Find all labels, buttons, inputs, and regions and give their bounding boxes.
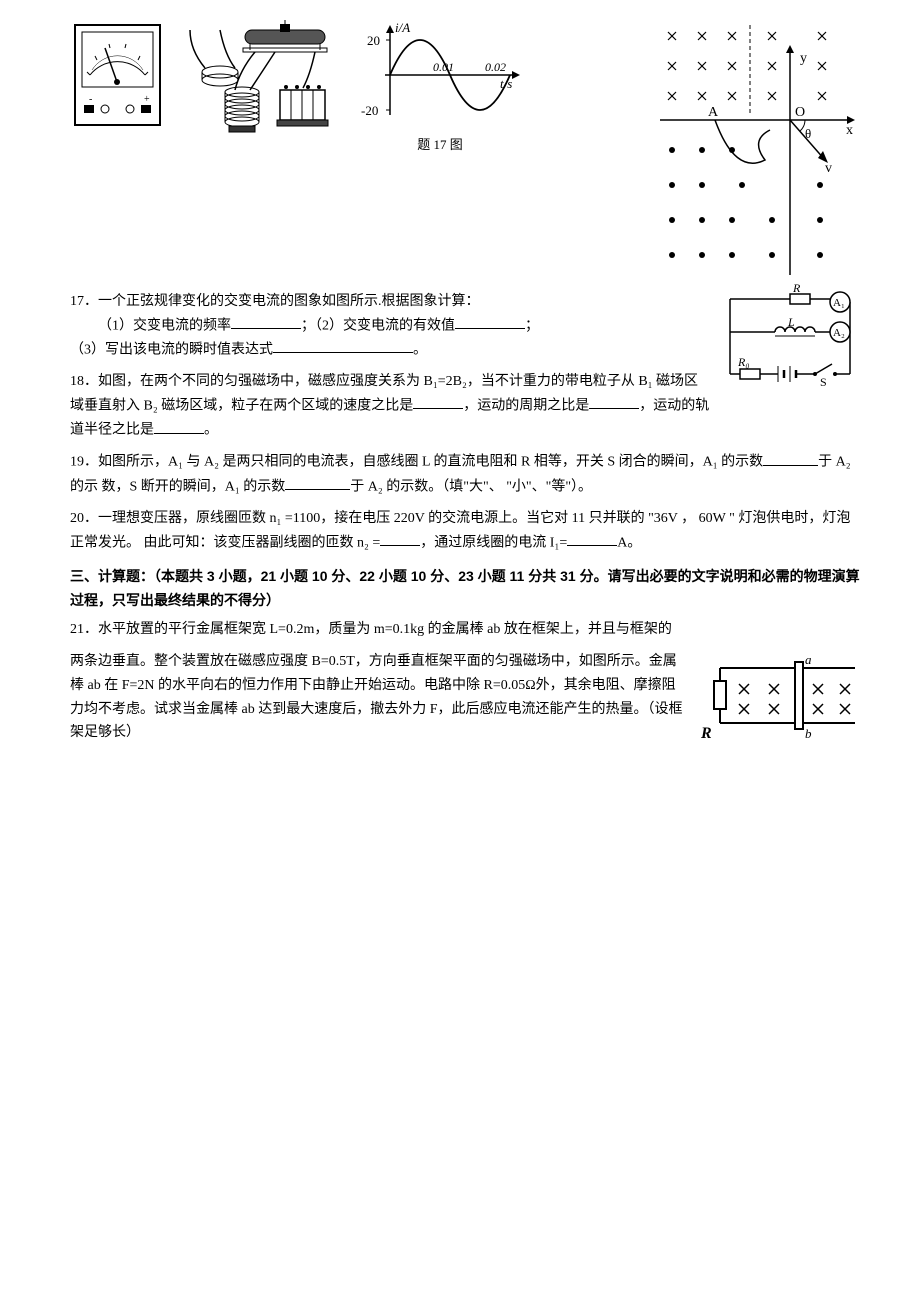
circuit-rl-svg: R A₁ L A₂ R₀ S xyxy=(720,284,860,389)
q21-t1: 水平放置的平行金属框架宽 L=0.2m，质量为 m=0.1kg 的金属棒 ab … xyxy=(98,622,672,637)
label-O: O xyxy=(795,105,805,120)
label-A: A xyxy=(708,105,719,120)
q17-part3-prefix: （3）写出该电流的瞬时值表达式 xyxy=(70,342,273,357)
rail-a: a xyxy=(805,652,812,667)
field-xy-svg: A O x y θ v xyxy=(650,20,860,280)
q18-blank3 xyxy=(154,418,204,433)
svg-text:-: - xyxy=(89,94,92,105)
q18-num: 18． xyxy=(70,374,98,389)
q20-t2: ，通过原线圈的电流 I₁= xyxy=(420,535,567,550)
rail-R: R xyxy=(700,725,712,742)
q21-num: 21． xyxy=(70,622,98,637)
section3-title: 三、计算题：（本题共 3 小题，21 小题 10 分、22 小题 10 分、23… xyxy=(70,565,860,613)
label-y: y xyxy=(800,51,807,66)
q17-blank2 xyxy=(455,314,525,329)
svg-text:+: + xyxy=(144,94,150,105)
q19-num: 19． xyxy=(70,455,98,470)
y-axis-label: i/A xyxy=(395,20,410,35)
q18-t4: 。 xyxy=(204,423,218,438)
rail-svg: R a b xyxy=(695,648,860,743)
apparatus-diagram xyxy=(185,20,335,140)
field-xy-diagram: A O x y θ v xyxy=(650,20,860,280)
label-R: R xyxy=(792,284,801,295)
sine-svg: i/A 20 -20 0.01 0.02 t/s xyxy=(355,20,525,130)
q17-num: 17． xyxy=(70,294,98,309)
rail-diagram: R a b xyxy=(695,648,860,752)
x-axis-label: t/s xyxy=(500,76,512,91)
q18-blank2 xyxy=(589,394,639,409)
q19-t3: 于 A₂ 的示数。（填"大"、 "小"、"等"）。 xyxy=(350,479,592,494)
q17-part1-prefix: （1）交变电流的频率 xyxy=(98,318,231,333)
sine-graph: i/A 20 -20 0.01 0.02 t/s 题 17 图 xyxy=(355,20,525,156)
q17-part2-prefix: ；（2）交变电流的有效值 xyxy=(301,318,455,333)
q19-blank1 xyxy=(763,450,818,465)
xtick-002: 0.02 xyxy=(485,60,506,74)
label-theta: θ xyxy=(805,126,811,141)
apparatus-svg xyxy=(185,20,335,140)
top-diagrams-row: - + xyxy=(70,20,860,280)
xtick-001: 0.01 xyxy=(433,60,454,74)
label-A1: A₁ xyxy=(833,297,845,309)
q20: 20．一理想变压器，原线圈匝数 n₁ =1100，接在电压 220V 的交流电源… xyxy=(70,507,860,555)
q19-blank2 xyxy=(285,475,350,490)
ytick-20: 20 xyxy=(367,33,380,48)
meter-diagram: - + xyxy=(70,20,165,130)
label-L: L xyxy=(787,315,795,329)
circuit-rl-diagram: R A₁ L A₂ R₀ S xyxy=(720,284,860,398)
q18-blank1 xyxy=(413,394,463,409)
q19: 19．如图所示，A₁ 与 A₂ 是两只相同的电流表，自感线圈 L 的直流电阻和 … xyxy=(70,450,860,498)
q19-t1: 如图所示，A₁ 与 A₂ 是两只相同的电流表，自感线圈 L 的直流电阻和 R 相… xyxy=(98,455,763,470)
q17-blank3 xyxy=(273,338,413,353)
q18-t2: ，运动的周期之比是 xyxy=(463,398,589,413)
meter-svg: - + xyxy=(70,20,165,130)
q21-line1: 21．水平放置的平行金属框架宽 L=0.2m，质量为 m=0.1kg 的金属棒 … xyxy=(70,618,860,642)
sine-caption: 题 17 图 xyxy=(417,134,463,156)
q20-blank2 xyxy=(567,531,617,546)
q17-stem: 一个正弦规律变化的交变电流的图象如图所示.根据图象计算： xyxy=(98,294,480,309)
q21: 21．水平放置的平行金属框架宽 L=0.2m，质量为 m=0.1kg 的金属棒 … xyxy=(70,618,860,745)
q17-part3-suffix: 。 xyxy=(413,342,427,357)
label-S: S xyxy=(820,375,827,389)
ytick-neg20: -20 xyxy=(361,103,378,118)
rail-b: b xyxy=(805,726,812,741)
q20-num: 20． xyxy=(70,511,98,526)
label-A2: A₂ xyxy=(833,327,845,339)
label-x: x xyxy=(846,123,853,138)
q17-part2-suffix: ； xyxy=(525,318,539,333)
q20-t3: A。 xyxy=(617,535,641,550)
q20-blank1 xyxy=(380,531,420,546)
q17-blank1 xyxy=(231,314,301,329)
label-v: v xyxy=(825,161,832,176)
label-R0: R₀ xyxy=(737,355,750,369)
